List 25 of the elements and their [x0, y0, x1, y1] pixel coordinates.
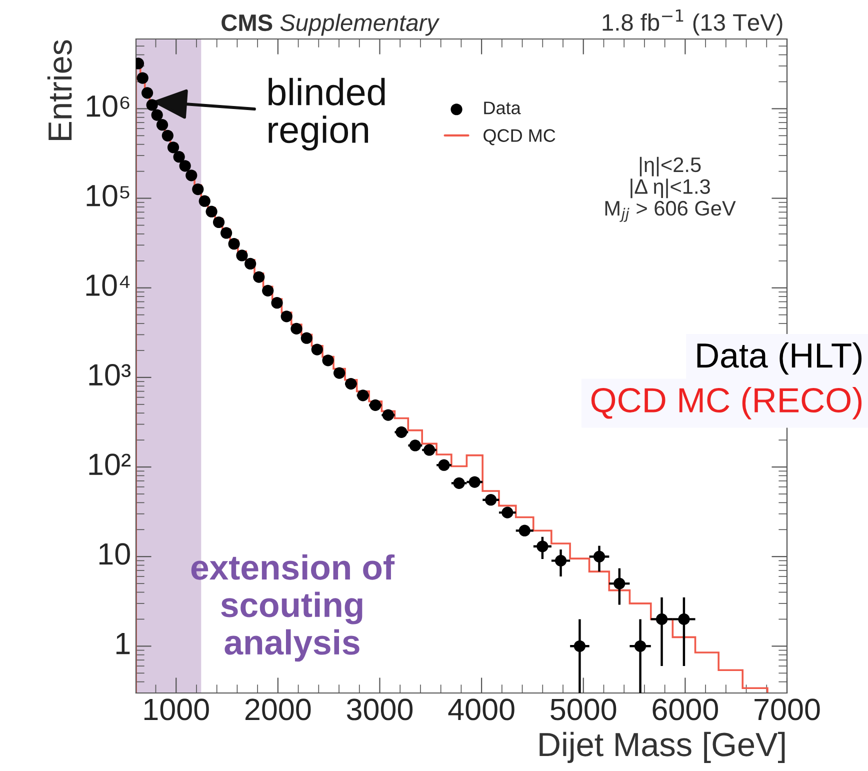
annotation: Data (HLT): [697, 342, 862, 375]
y-tick-label: 10⁶: [86, 95, 130, 117]
x-tick-label: 3000: [346, 698, 413, 720]
chart-title: CMS Supplementary: [222, 14, 440, 36]
y-axis-title: Entries: [47, 40, 72, 140]
y-tick-label: 10²: [89, 454, 131, 476]
annotation: |η|<2.5 |Δ η|<1.3 M$_{jj}$ > 606 GeV: [605, 156, 736, 222]
x-tick-label: 7000: [754, 698, 820, 720]
x-axis-title: Dijet Mass [GeV]: [540, 732, 785, 763]
y-tick-label: 10³: [89, 364, 131, 386]
y-tick-label: 10: [99, 543, 130, 565]
x-tick-label: 6000: [652, 698, 718, 720]
y-tick-label: 1: [116, 633, 130, 654]
legend-label: QCD MC: [484, 129, 556, 146]
annotation: blinded region: [268, 78, 385, 151]
annotation: extension of scouting analysis: [191, 554, 395, 662]
x-tick-label: 1000: [144, 698, 209, 720]
x-tick-label: 2000: [245, 698, 311, 720]
annotation: QCD MC (RECO): [591, 387, 862, 420]
y-tick-label: 10⁵: [86, 184, 130, 206]
x-tick-label: 4000: [448, 698, 514, 720]
x-tick-label: 5000: [550, 698, 616, 720]
y-tick-label: 10⁴: [86, 274, 130, 296]
legend-label: Data: [484, 102, 521, 114]
chart-subtitle: 1.8 fb$^{−1}$ (13 TeV): [602, 10, 782, 36]
